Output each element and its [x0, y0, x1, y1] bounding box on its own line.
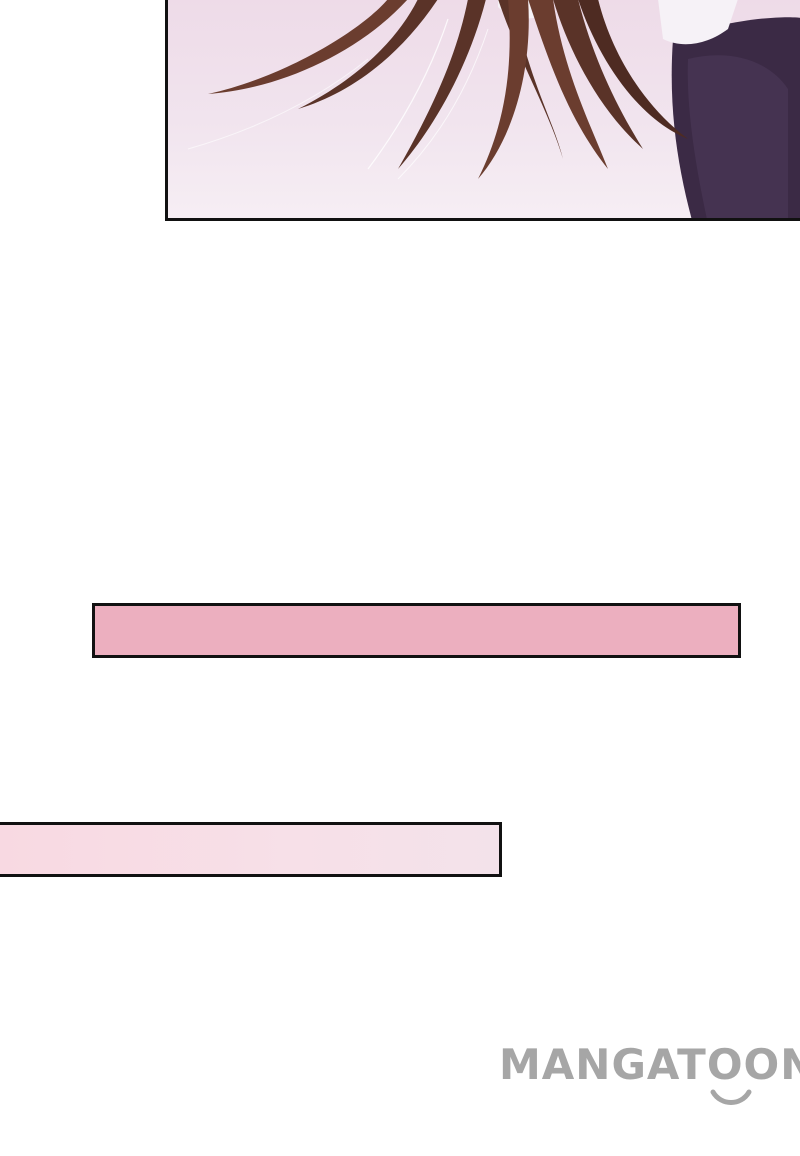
watermark-text: MANGATOON [499, 1040, 800, 1089]
smile-icon [710, 1089, 752, 1105]
light-pink-transition-strip [0, 822, 502, 877]
pink-transition-strip [92, 603, 741, 658]
hair-and-coat-illustration [187, 0, 800, 218]
mangatoon-watermark: MANGATOON [499, 1040, 800, 1110]
comic-panel-top [165, 0, 800, 221]
